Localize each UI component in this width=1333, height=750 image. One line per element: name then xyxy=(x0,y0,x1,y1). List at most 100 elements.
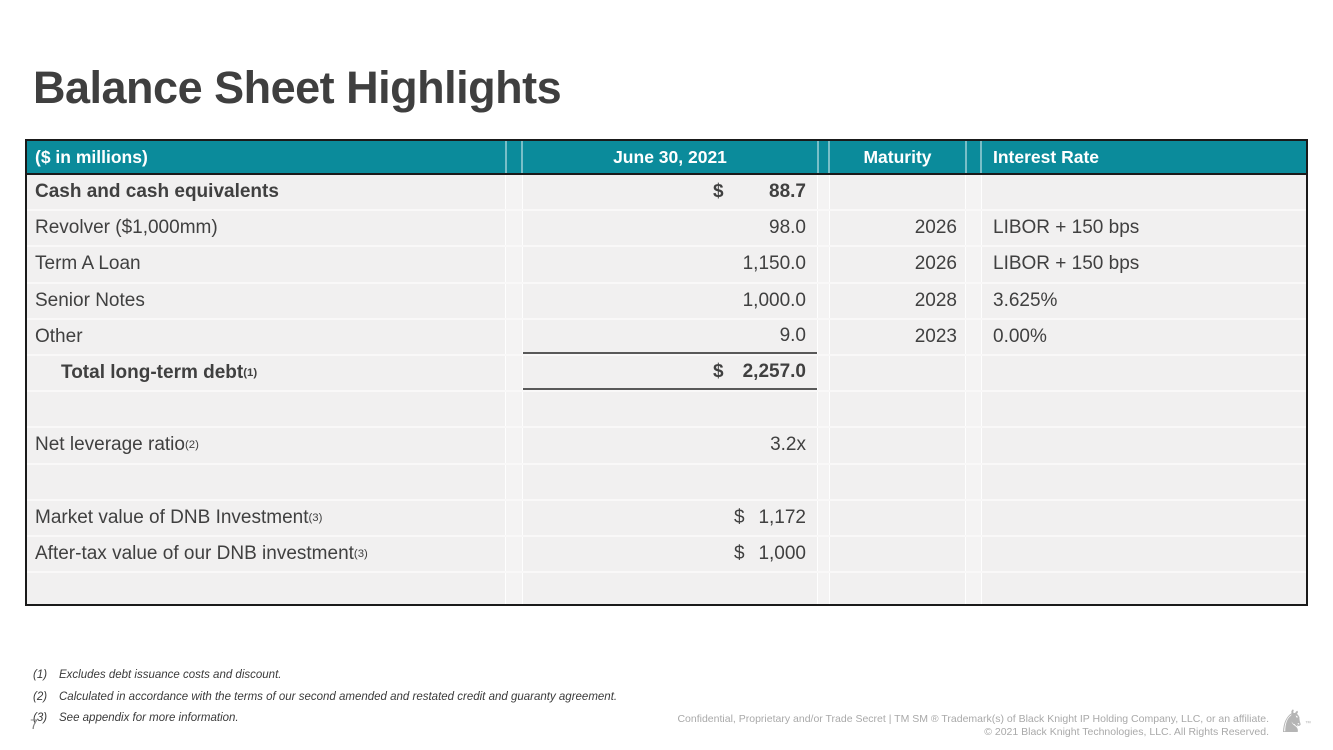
value-cell: $88.7 xyxy=(523,175,817,209)
row-label: Net leverage ratio (2) xyxy=(35,434,199,456)
column-separator xyxy=(965,392,982,427)
header-maturity: Maturity xyxy=(863,146,932,167)
table-row: Cash and cash equivalents $88.7 xyxy=(27,175,1306,212)
header-separator xyxy=(965,141,982,173)
maturity-cell xyxy=(830,501,965,535)
rate-cell: 3.625% xyxy=(993,289,1058,311)
currency-symbol: $ xyxy=(713,361,724,383)
currency-symbol: $ xyxy=(734,506,745,528)
column-separator xyxy=(817,500,830,535)
column-separator xyxy=(505,175,523,210)
rate-cell xyxy=(982,501,1306,535)
amount: 2,257.0 xyxy=(742,361,806,383)
table-header-row: ($ in millions) June 30, 2021 Maturity I… xyxy=(27,141,1306,175)
maturity-cell: 2026 xyxy=(914,217,957,239)
column-separator xyxy=(965,536,982,572)
value-cell: $2,257.0 xyxy=(523,356,817,391)
amount: 9.0 xyxy=(779,324,806,346)
table-row-total: Total long-term debt (1) $2,257.0 xyxy=(27,355,1306,393)
column-separator xyxy=(505,573,523,605)
footer-line-1: Confidential, Proprietary and/or Trade S… xyxy=(677,713,1269,725)
table-row: After-tax value of our DNB investment (3)… xyxy=(27,536,1306,574)
column-separator xyxy=(505,319,523,354)
column-separator xyxy=(965,211,982,246)
column-separator xyxy=(505,392,523,427)
amount: 98.0 xyxy=(769,217,806,239)
value-cell: 9.0 xyxy=(523,320,817,354)
row-label: Revolver ($1,000mm) xyxy=(35,217,218,239)
amount: 1,172 xyxy=(758,506,806,528)
column-separator xyxy=(817,283,830,318)
column-separator xyxy=(965,573,982,605)
amount: 1,000.0 xyxy=(742,289,806,311)
column-separator xyxy=(817,175,830,210)
amount: 1,000 xyxy=(758,542,806,564)
maturity-cell: 2026 xyxy=(914,253,957,275)
column-separator xyxy=(965,355,982,391)
rate-cell xyxy=(982,356,1306,390)
spacer-row xyxy=(27,573,1306,605)
header-dollars-in-millions: ($ in millions) xyxy=(35,146,148,167)
maturity-cell: 2023 xyxy=(914,325,957,347)
column-separator xyxy=(965,428,982,463)
maturity-cell: 2028 xyxy=(914,289,957,311)
rate-cell xyxy=(982,428,1306,462)
footnotes: (1) Excludes debt issuance costs and dis… xyxy=(33,665,617,730)
rate-cell xyxy=(982,537,1306,571)
value-cell: $1,000 xyxy=(523,537,817,571)
footnote-text: See appendix for more information. xyxy=(59,712,239,724)
footnote-number: (3) xyxy=(33,712,48,724)
balance-sheet-table: ($ in millions) June 30, 2021 Maturity I… xyxy=(25,139,1308,607)
maturity-cell xyxy=(830,537,965,571)
footnote-1: (1) Excludes debt issuance costs and dis… xyxy=(33,665,617,687)
footer-line-2: © 2021 Black Knight Technologies, LLC. A… xyxy=(984,725,1269,738)
column-separator xyxy=(505,211,523,246)
spacer-row xyxy=(27,464,1306,501)
footnote-text: Calculated in accordance with the terms … xyxy=(59,690,618,703)
rate-cell: 0.00% xyxy=(993,325,1047,347)
value-cell: 1,000.0 xyxy=(523,284,817,318)
table-row: Other 9.0 2023 0.00% xyxy=(27,319,1306,356)
column-separator xyxy=(817,211,830,246)
column-separator xyxy=(817,247,830,282)
table-row: Net leverage ratio (2) 3.2x xyxy=(27,428,1306,465)
amount: 1,150.0 xyxy=(742,253,806,275)
row-label: Cash and cash equivalents xyxy=(35,181,279,203)
row-label: Total long-term debt (1) xyxy=(61,362,258,384)
header-separator xyxy=(505,141,523,173)
spacer-row xyxy=(27,392,1306,429)
column-separator xyxy=(965,175,982,210)
footnote-number: (2) xyxy=(33,690,48,703)
column-separator xyxy=(817,428,830,463)
column-separator xyxy=(817,319,830,354)
footer-legal-text: Confidential, Proprietary and/or Trade S… xyxy=(677,713,1269,738)
value-cell: 3.2x xyxy=(523,428,817,462)
row-label: Other xyxy=(35,325,83,347)
table-row: Senior Notes 1,000.0 2028 3.625% xyxy=(27,283,1306,320)
column-separator xyxy=(965,283,982,318)
column-separator xyxy=(505,428,523,463)
table-row: Market value of DNB Investment (3) $1,172 xyxy=(27,500,1306,537)
value-cell: 98.0 xyxy=(523,211,817,245)
column-separator xyxy=(505,283,523,318)
row-label: Market value of DNB Investment (3) xyxy=(35,506,323,528)
page-title: Balance Sheet Highlights xyxy=(33,62,562,113)
rate-cell xyxy=(982,175,1306,209)
footnote-text: Excludes debt issuance costs and discoun… xyxy=(59,669,282,681)
value-cell: 1,150.0 xyxy=(523,247,817,281)
currency-symbol: $ xyxy=(713,181,724,203)
table-row: Revolver ($1,000mm) 98.0 2026 LIBOR + 15… xyxy=(27,211,1306,248)
column-separator xyxy=(505,355,523,391)
knight-icon: ♞ xyxy=(1278,704,1306,740)
black-knight-logo: ♞ ™ xyxy=(1273,704,1311,744)
header-june-30-2021: June 30, 2021 xyxy=(613,146,727,167)
column-separator xyxy=(965,500,982,535)
maturity-cell xyxy=(830,428,965,462)
column-separator xyxy=(505,536,523,572)
row-label: Senior Notes xyxy=(35,289,145,311)
column-separator xyxy=(965,319,982,354)
column-separator xyxy=(965,247,982,282)
value-cell: $1,172 xyxy=(523,501,817,535)
maturity-cell xyxy=(830,356,965,390)
